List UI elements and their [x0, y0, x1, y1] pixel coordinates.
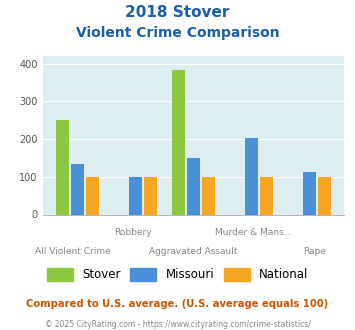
- Text: All Violent Crime: All Violent Crime: [35, 248, 111, 256]
- Bar: [202, 177, 215, 215]
- Bar: [56, 120, 69, 214]
- Text: 2018 Stover: 2018 Stover: [125, 5, 230, 20]
- Text: Compared to U.S. average. (U.S. average equals 100): Compared to U.S. average. (U.S. average …: [26, 299, 329, 309]
- Bar: [172, 70, 185, 214]
- Text: Aggravated Assault: Aggravated Assault: [149, 248, 238, 256]
- Bar: [303, 172, 316, 214]
- Bar: [71, 164, 84, 214]
- Text: © 2025 CityRating.com - https://www.cityrating.com/crime-statistics/: © 2025 CityRating.com - https://www.city…: [45, 320, 310, 329]
- Text: Rape: Rape: [303, 248, 326, 256]
- Bar: [318, 177, 331, 215]
- Legend: Stover, Missouri, National: Stover, Missouri, National: [42, 263, 313, 286]
- Bar: [187, 158, 200, 214]
- Text: Murder & Mans...: Murder & Mans...: [215, 228, 293, 237]
- Text: Violent Crime Comparison: Violent Crime Comparison: [76, 26, 279, 40]
- Bar: [129, 177, 142, 215]
- Bar: [86, 177, 99, 215]
- Bar: [144, 177, 157, 215]
- Bar: [260, 177, 273, 215]
- Bar: [245, 138, 258, 214]
- Text: Robbery: Robbery: [114, 228, 152, 237]
